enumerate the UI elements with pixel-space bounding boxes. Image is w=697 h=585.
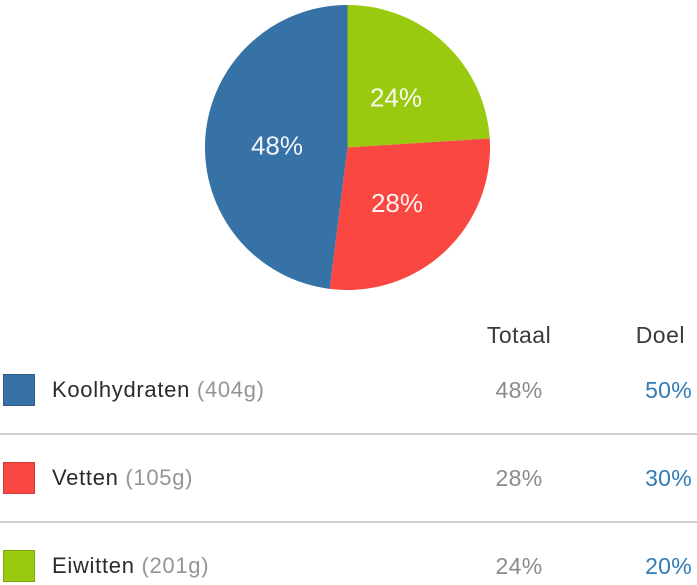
svg-text:48%: 48%: [251, 131, 303, 161]
svg-text:28%: 28%: [371, 188, 423, 218]
svg-text:24%: 24%: [370, 83, 422, 113]
